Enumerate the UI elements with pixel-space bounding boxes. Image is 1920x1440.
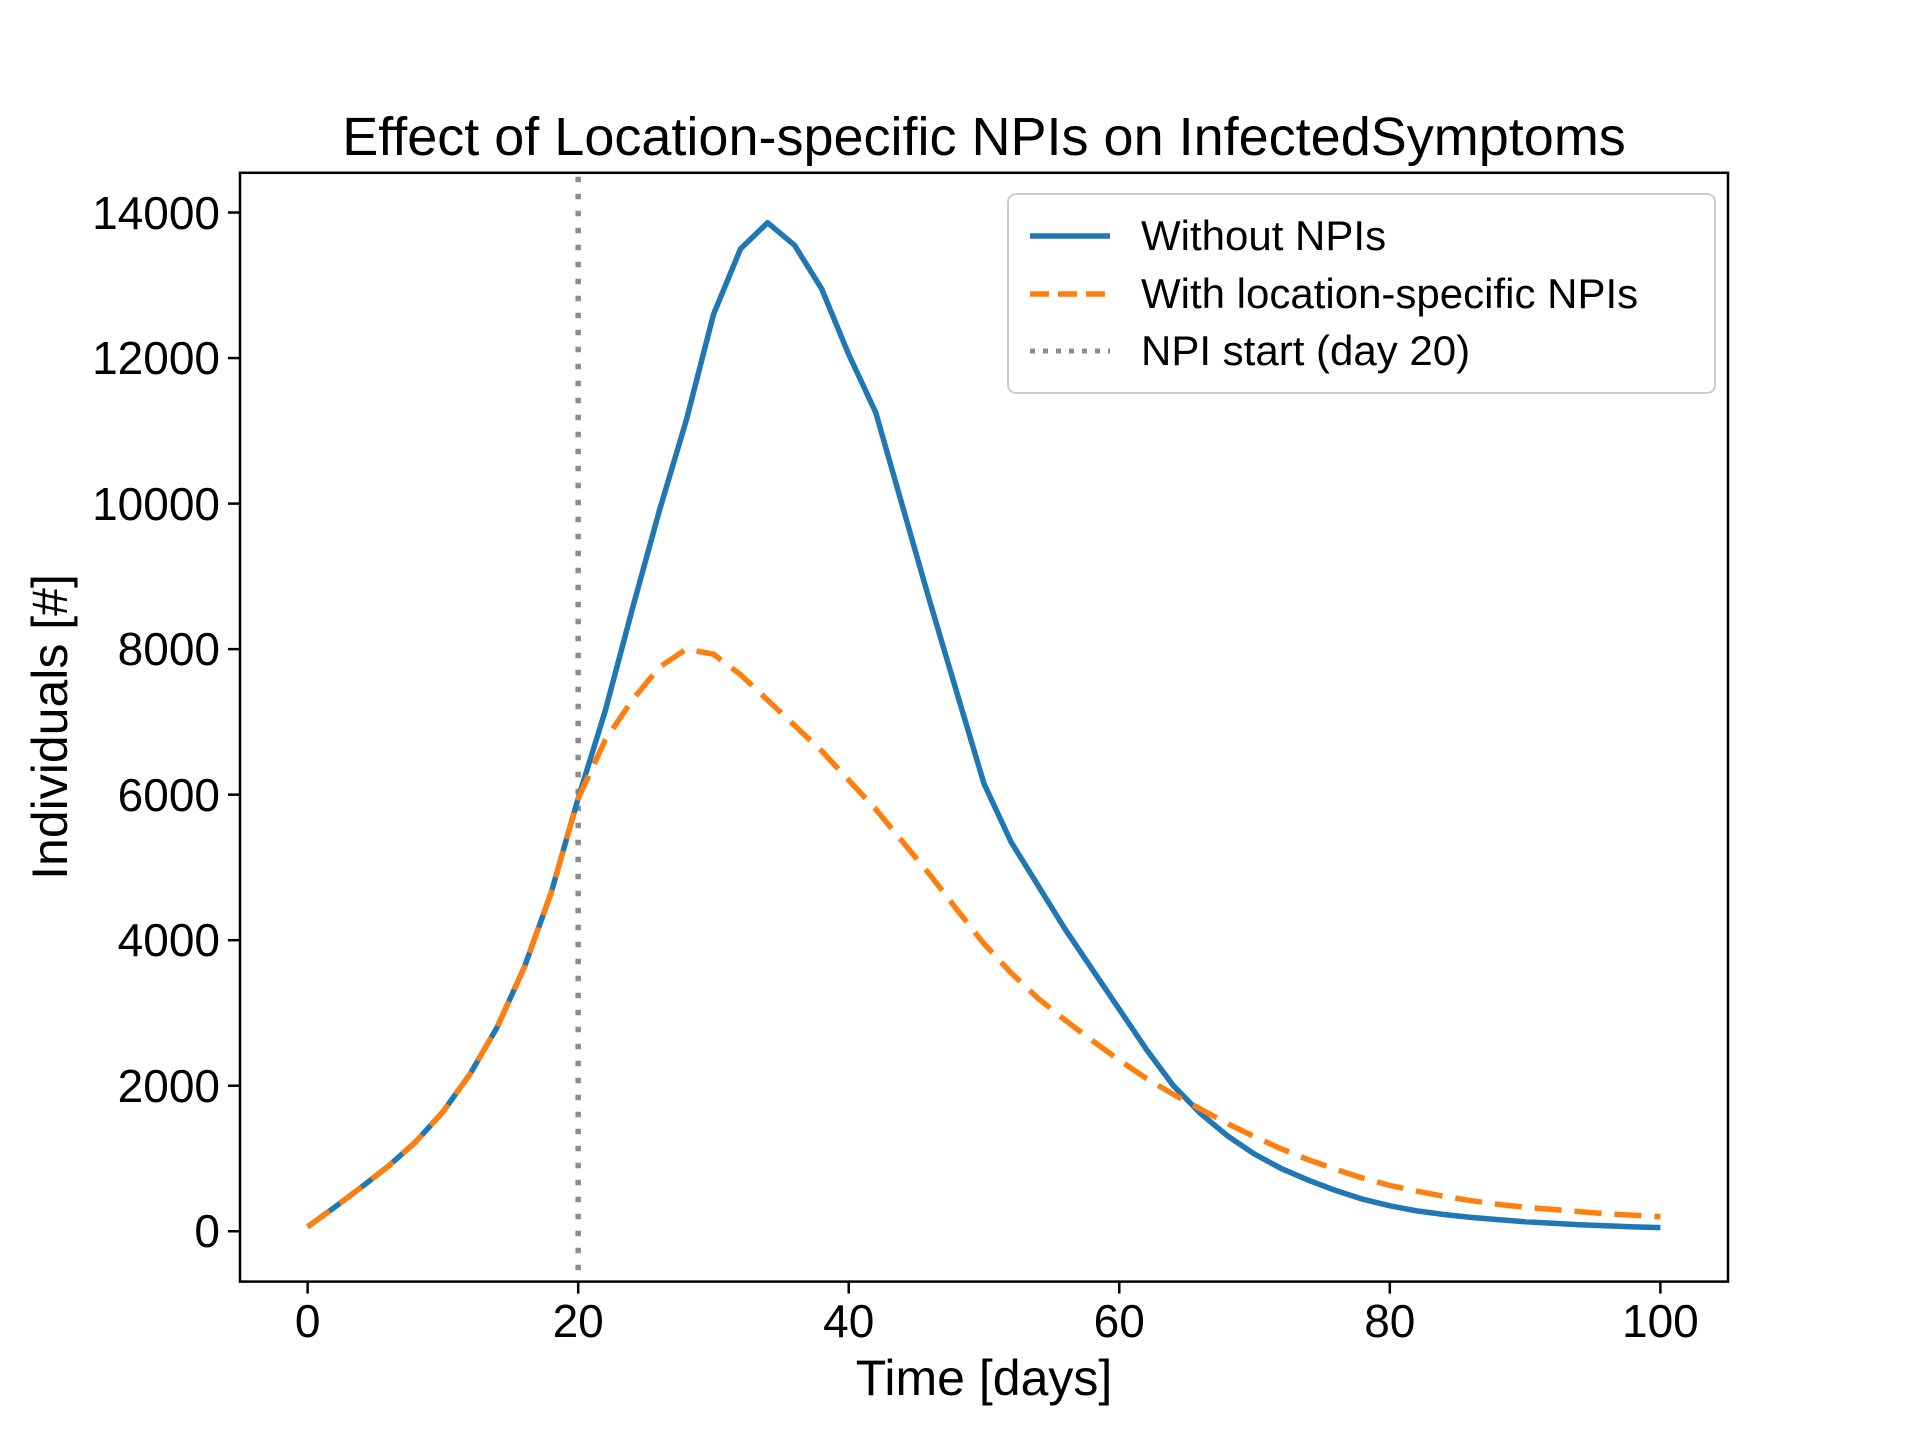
legend-dashed-line-icon (1030, 290, 1110, 297)
x-tick-label: 80 (1364, 1295, 1416, 1347)
y-tick-label: 10000 (92, 477, 220, 530)
x-tick-label: 40 (823, 1295, 875, 1347)
legend-entry-without-npis: Without NPIs (1029, 211, 1704, 261)
x-axis-label: Time [days] (855, 1350, 1113, 1406)
legend-label-npi-start: NPI start (day 20) (1141, 327, 1471, 375)
y-tick-label: 6000 (117, 768, 220, 821)
series-line-with-npis (305, 646, 1661, 1230)
axes-frame (238, 171, 1730, 1283)
y-tick-label: 4000 (117, 914, 220, 967)
legend-entry-with-npis: With location-specific NPIs (1029, 269, 1704, 319)
x-tick-label: 20 (552, 1295, 604, 1347)
legend-label-with-npis: With location-specific NPIs (1141, 269, 1639, 317)
legend: Without NPIs With location-specific NPIs… (1007, 193, 1716, 394)
x-tick-label: 100 (1621, 1295, 1699, 1347)
y-axis-label: Individuals [#] (22, 574, 78, 880)
legend-solid-line-icon (1030, 233, 1110, 239)
legend-entry-npi-start: NPI start (day 20) (1029, 326, 1704, 376)
legend-label-without-npis: Without NPIs (1141, 211, 1387, 259)
chart-title: Effect of Location-specific NPIs on Infe… (342, 107, 1626, 167)
x-tick-label: 60 (1093, 1295, 1145, 1347)
y-tick-label: 12000 (92, 332, 220, 385)
y-tick-label: 14000 (92, 186, 220, 239)
y-tick-label: 2000 (117, 1059, 220, 1112)
y-tick-label: 0 (194, 1205, 220, 1258)
x-tick-label: 0 (294, 1295, 321, 1347)
legend-dotted-line-icon (1030, 348, 1110, 354)
y-tick-label: 8000 (117, 623, 220, 676)
